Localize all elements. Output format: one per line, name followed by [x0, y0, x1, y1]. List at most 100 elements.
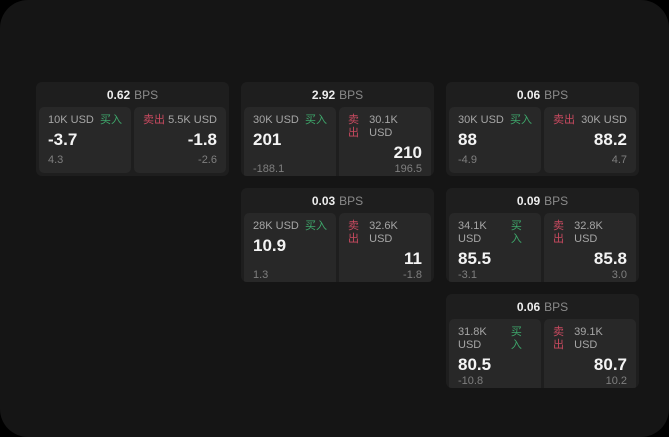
quote-cards-grid: 0.62 BPS 10K USD 买入 -3.7 4.3 卖出	[36, 82, 639, 388]
bps-spread-header: 0.06 BPS	[446, 82, 639, 107]
sell-quote-panel[interactable]: 卖出 32.8K USD 85.8 3.0	[544, 213, 636, 282]
buy-side-label: 买入	[510, 326, 522, 351]
buy-price: 88	[458, 130, 477, 149]
sell-quote-panel[interactable]: 卖出 5.5K USD -1.8 -2.6	[134, 107, 226, 173]
quote-card: 2.92 BPS 30K USD 买入 201 -188.1 卖出	[241, 82, 434, 176]
sell-side-label: 卖出	[553, 220, 564, 245]
sell-panel-top: 卖出 32.6K USD	[348, 220, 422, 246]
buy-price: -3.7	[48, 130, 78, 149]
buy-quote-panel[interactable]: 28K USD 买入 10.9 1.3	[244, 213, 336, 282]
bps-spread-header: 0.62 BPS	[36, 82, 229, 107]
buy-delta: -3.1	[458, 269, 477, 281]
bps-unit-label: BPS	[544, 87, 569, 102]
sell-delta: -2.6	[198, 154, 217, 166]
buy-delta: -188.1	[253, 163, 285, 175]
sell-panel-top: 卖出 32.8K USD	[553, 220, 627, 246]
sell-delta: 10.2	[605, 375, 627, 387]
buy-panel-top: 31.8K USD 买入	[458, 326, 532, 352]
sell-delta: 196.5	[394, 163, 422, 175]
sell-quote-panel[interactable]: 卖出 39.1K USD 80.7 10.2	[544, 319, 636, 388]
bps-unit-label: BPS	[339, 87, 364, 102]
sell-price: 85.8	[593, 249, 627, 268]
buy-amount: 30K USD	[458, 114, 504, 126]
bps-spread-header: 0.06 BPS	[446, 294, 639, 319]
buy-panel-top: 30K USD 买入	[253, 114, 327, 127]
sell-delta: 4.7	[611, 154, 627, 166]
sell-amount: 32.8K USD	[574, 220, 603, 245]
quote-panels: 30K USD 买入 88 -4.9 卖出 30K USD 88.2 4.7	[446, 107, 639, 176]
sell-price: 210	[393, 143, 422, 162]
quote-card: 0.09 BPS 34.1K USD 买入 85.5 -3.1 卖出	[446, 188, 639, 282]
buy-side-label: 买入	[510, 220, 522, 245]
buy-panel-top: 34.1K USD 买入	[458, 220, 532, 246]
sell-quote-panel[interactable]: 卖出 32.6K USD 11 -1.8	[339, 213, 431, 282]
buy-price: 201	[253, 130, 282, 149]
sell-side-label: 卖出	[143, 114, 165, 126]
bps-unit-label: BPS	[134, 87, 159, 102]
buy-quote-panel[interactable]: 31.8K USD 买入 80.5 -10.8	[449, 319, 541, 388]
sell-price: -1.8	[187, 130, 217, 149]
sell-amount: 30.1K USD	[369, 114, 398, 139]
buy-side-label: 买入	[100, 114, 122, 126]
buy-price: 85.5	[458, 249, 492, 268]
bps-unit-label: BPS	[339, 193, 364, 208]
buy-side-label: 买入	[305, 114, 327, 126]
quote-panels: 31.8K USD 买入 80.5 -10.8 卖出 39.1K USD 80.…	[446, 319, 639, 388]
sell-amount: 30K USD	[581, 114, 627, 126]
sell-side-label: 卖出	[348, 114, 359, 139]
bps-spread-header: 0.03 BPS	[241, 188, 434, 213]
buy-amount: 10K USD	[48, 114, 94, 126]
sell-panel-top: 卖出 39.1K USD	[553, 326, 627, 352]
buy-delta: -10.8	[458, 375, 484, 387]
buy-panel-top: 28K USD 买入	[253, 220, 327, 233]
buy-side-label: 买入	[510, 114, 532, 126]
buy-price: 10.9	[253, 236, 287, 255]
bps-value: 0.06	[516, 299, 541, 314]
buy-delta: -4.9	[458, 154, 477, 166]
buy-amount: 30K USD	[253, 114, 299, 126]
bps-unit-label: BPS	[544, 299, 569, 314]
buy-amount: 31.8K USD	[458, 326, 487, 351]
sell-amount: 39.1K USD	[574, 326, 603, 351]
buy-quote-panel[interactable]: 34.1K USD 买入 85.5 -3.1	[449, 213, 541, 282]
sell-price: 11	[404, 249, 422, 268]
quote-panels: 28K USD 买入 10.9 1.3 卖出 32.6K USD 11 -1.8	[241, 213, 434, 282]
quote-card: 0.03 BPS 28K USD 买入 10.9 1.3 卖出	[241, 188, 434, 282]
buy-amount: 28K USD	[253, 220, 299, 232]
sell-delta: 3.0	[611, 269, 627, 281]
buy-delta: 4.3	[48, 154, 64, 166]
buy-panel-top: 10K USD 买入	[48, 114, 122, 127]
sell-amount: 5.5K USD	[168, 114, 217, 126]
sell-panel-top: 卖出 30.1K USD	[348, 114, 422, 140]
buy-quote-panel[interactable]: 30K USD 买入 201 -188.1	[244, 107, 336, 176]
buy-amount: 34.1K USD	[458, 220, 487, 245]
quote-panels: 34.1K USD 买入 85.5 -3.1 卖出 32.8K USD 85.8…	[446, 213, 639, 282]
buy-side-label: 买入	[305, 220, 327, 232]
buy-quote-panel[interactable]: 10K USD 买入 -3.7 4.3	[39, 107, 131, 173]
quote-card: 0.06 BPS 30K USD 买入 88 -4.9 卖出	[446, 82, 639, 176]
sell-amount: 32.6K USD	[369, 220, 398, 245]
bps-value: 2.92	[311, 87, 336, 102]
buy-delta: 1.3	[253, 269, 269, 281]
sell-side-label: 卖出	[348, 220, 359, 245]
quote-card: 0.06 BPS 31.8K USD 买入 80.5 -10.8 卖	[446, 294, 639, 388]
buy-price: 80.5	[458, 355, 492, 374]
buy-quote-panel[interactable]: 30K USD 买入 88 -4.9	[449, 107, 541, 173]
quote-card: 0.62 BPS 10K USD 买入 -3.7 4.3 卖出	[36, 82, 229, 176]
bps-spread-header: 2.92 BPS	[241, 82, 434, 107]
bps-unit-label: BPS	[544, 193, 569, 208]
bps-value: 0.62	[106, 87, 131, 102]
sell-side-label: 卖出	[553, 326, 564, 351]
sell-quote-panel[interactable]: 卖出 30.1K USD 210 196.5	[339, 107, 431, 176]
quote-panels: 30K USD 买入 201 -188.1 卖出 30.1K USD 210 1…	[241, 107, 434, 176]
sell-panel-top: 卖出 30K USD	[553, 114, 627, 127]
bps-value: 0.09	[516, 193, 541, 208]
sell-panel-top: 卖出 5.5K USD	[143, 114, 217, 127]
sell-quote-panel[interactable]: 卖出 30K USD 88.2 4.7	[544, 107, 636, 173]
bps-value: 0.06	[516, 87, 541, 102]
bps-spread-header: 0.09 BPS	[446, 188, 639, 213]
sell-price: 88.2	[593, 130, 627, 149]
sell-side-label: 卖出	[553, 114, 575, 126]
